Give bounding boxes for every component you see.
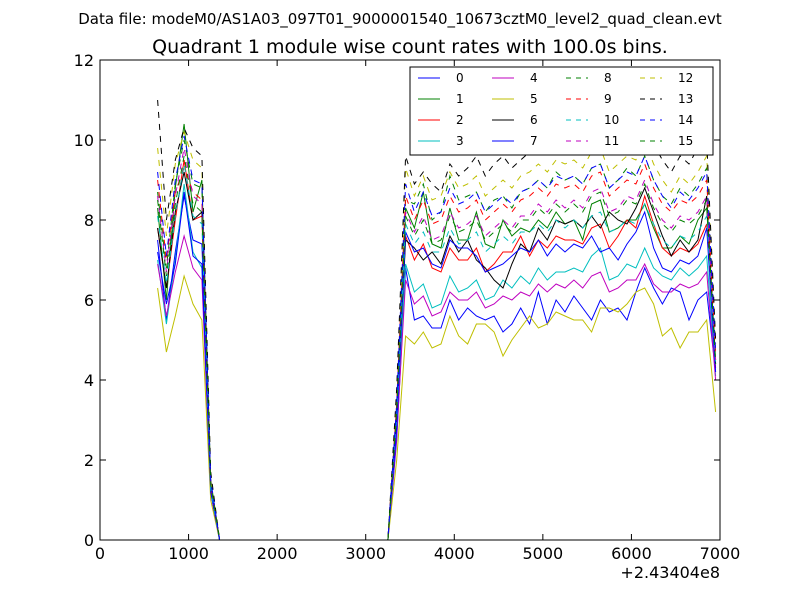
series-line-7	[157, 191, 717, 540]
y-tick-label: 2	[84, 451, 94, 470]
x-tick-label: 0	[95, 544, 105, 563]
legend-box	[409, 66, 714, 156]
x-tick-label: 4000	[434, 544, 475, 563]
y-tick-label: 10	[74, 131, 94, 150]
legend-label-13: 13	[678, 92, 693, 106]
legend-label-14: 14	[678, 113, 693, 127]
series-line-13	[157, 99, 717, 540]
legend-label-15: 15	[678, 134, 693, 148]
x-tick-label: 3000	[345, 544, 386, 563]
x-tick-label: 5000	[522, 544, 563, 563]
legend-label-7: 7	[530, 134, 538, 148]
legend-label-11: 11	[604, 134, 619, 148]
series-line-12	[157, 130, 717, 540]
y-tick-label: 4	[84, 371, 94, 390]
legend-label-12: 12	[678, 71, 693, 85]
legend-label-0: 0	[456, 71, 464, 85]
y-tick-label: 0	[84, 531, 94, 550]
y-tick-label: 8	[84, 211, 94, 230]
legend-label-8: 8	[604, 71, 612, 85]
legend-label-4: 4	[530, 71, 538, 85]
figure-suptitle: Data file: modeM0/AS1A03_097T01_90000015…	[78, 10, 722, 29]
series-line-3	[157, 183, 717, 540]
series-line-2	[157, 159, 717, 540]
x-tick-label: 6000	[611, 544, 652, 563]
series-layer	[157, 99, 717, 540]
series-line-5	[157, 274, 717, 540]
legend-label-5: 5	[530, 92, 538, 106]
chart-title: Quadrant 1 module wise count rates with …	[152, 36, 668, 58]
x-tick-label: 7000	[700, 544, 741, 563]
series-line-6	[157, 171, 717, 540]
y-tick-label: 6	[84, 291, 94, 310]
series-line-10	[157, 163, 717, 540]
series-line-0	[157, 195, 717, 540]
x-tick-label: 2000	[257, 544, 298, 563]
legend-label-6: 6	[530, 113, 538, 127]
legend-label-3: 3	[456, 134, 464, 148]
legend-label-10: 10	[604, 113, 619, 127]
y-tick-label: 12	[74, 51, 94, 70]
legend-label-9: 9	[604, 92, 612, 106]
series-line-9	[157, 162, 717, 540]
legend-label-2: 2	[456, 113, 464, 127]
series-line-4	[157, 234, 717, 540]
x-tick-label: 1000	[168, 544, 209, 563]
x-axis-offset-label: +2.43404e8	[620, 563, 720, 582]
series-line-11	[157, 147, 717, 540]
legend-label-1: 1	[456, 92, 464, 106]
